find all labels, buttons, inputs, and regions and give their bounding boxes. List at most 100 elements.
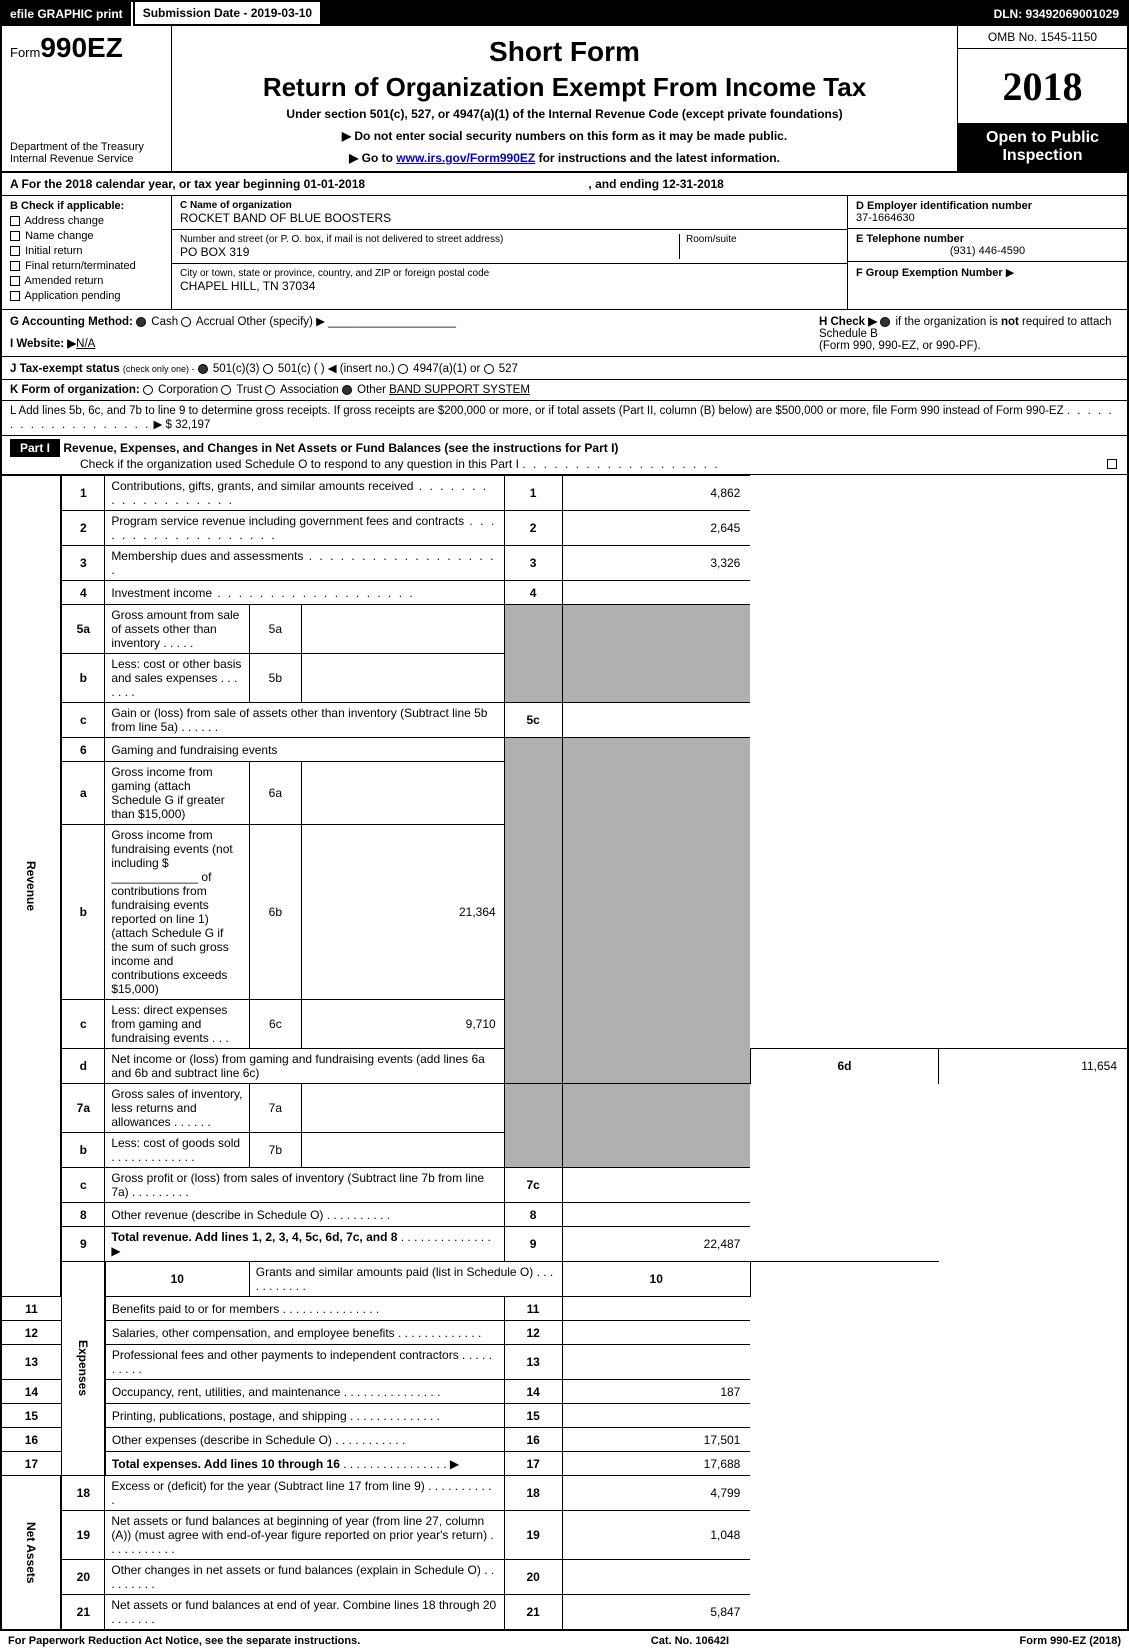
k-assoc-radio[interactable]: [265, 385, 275, 395]
line-2-amt: 2,645: [562, 511, 750, 546]
line-6a-desc: Gross income from gaming (attach Schedul…: [111, 765, 224, 821]
street-label: Number and street (or P. O. box, if mail…: [180, 234, 503, 245]
line-18: Net Assets 18 Excess or (deficit) for th…: [2, 1476, 1127, 1511]
line-7c: c Gross profit or (loss) from sales of i…: [2, 1168, 1127, 1203]
h-checkbox[interactable]: [880, 317, 890, 327]
cash-label: Cash: [151, 316, 178, 328]
line-10-num: 10: [105, 1262, 249, 1297]
netassets-side-label: Net Assets: [2, 1476, 61, 1630]
j-527-radio[interactable]: [484, 364, 494, 374]
line-17: 17 Total expenses. Add lines 10 through …: [2, 1452, 1127, 1476]
line-15-amt: [562, 1404, 750, 1428]
line-3-num: 3: [61, 546, 104, 581]
org-city: CHAPEL HILL, TN 37034: [180, 279, 489, 293]
line-11-num: 11: [2, 1297, 61, 1321]
j-501c3-radio[interactable]: [198, 364, 208, 374]
line-7-shaded-box: [504, 1084, 562, 1168]
line-8-desc: Other revenue (describe in Schedule O): [111, 1208, 323, 1222]
short-form-title: Short Form: [180, 36, 949, 68]
line-6b-num: b: [61, 825, 104, 1000]
part1-badge: Part I: [10, 439, 60, 457]
d-ein-value: 37-1664630: [856, 212, 915, 224]
line-17-desc: Total expenses. Add lines 10 through 16: [112, 1457, 340, 1471]
k-other-value: BAND SUPPORT SYSTEM: [389, 384, 530, 396]
h-text1: if the organization is: [895, 316, 1000, 328]
line-7c-num: c: [61, 1168, 104, 1203]
line-3: 3 Membership dues and assessments 3 3,32…: [2, 546, 1127, 581]
line-18-box: 18: [504, 1476, 562, 1511]
irs-link[interactable]: www.irs.gov/Form990EZ: [396, 151, 535, 165]
part1-dots: [522, 457, 719, 471]
address-change-checkbox[interactable]: [10, 216, 20, 226]
irs-label: Internal Revenue Service: [10, 153, 163, 165]
line-17-amt: 17,688: [562, 1452, 750, 1476]
efile-print[interactable]: efile GRAPHIC print: [2, 2, 133, 26]
form-number: Form990EZ: [10, 32, 163, 64]
line-14: 14 Occupancy, rent, utilities, and maint…: [2, 1380, 1127, 1404]
line-5a: 5a Gross amount from sale of assets othe…: [2, 605, 1127, 654]
line-7c-desc: Gross profit or (loss) from sales of inv…: [111, 1171, 484, 1199]
line-6c-midamt: 9,710: [301, 1000, 504, 1049]
k-corp: Corporation: [158, 384, 218, 396]
line-6d-desc: Net income or (loss) from gaming and fun…: [111, 1052, 485, 1080]
goto-note: ▶ Go to www.irs.gov/Form990EZ for instru…: [180, 151, 949, 165]
line-4-amt: [562, 581, 750, 605]
line-6-desc: Gaming and fundraising events: [111, 743, 277, 757]
accrual-radio[interactable]: [181, 317, 191, 327]
j-opt1: 501(c)(3): [213, 363, 260, 375]
name-change-checkbox[interactable]: [10, 231, 20, 241]
line-7b-desc: Less: cost of goods sold: [111, 1136, 240, 1150]
h-not: not: [1001, 316, 1019, 328]
line-5b-midamt: [301, 654, 504, 703]
line-6d-box: 6d: [750, 1049, 938, 1084]
initial-return-checkbox[interactable]: [10, 246, 20, 256]
cash-radio[interactable]: [136, 317, 146, 327]
k-assoc: Association: [280, 384, 339, 396]
line-10-amt: [750, 1262, 938, 1297]
j-4947-radio[interactable]: [398, 364, 408, 374]
other-specify-label: Other (specify) ▶: [237, 316, 324, 328]
line-10-desc: Grants and similar amounts paid (list in…: [256, 1265, 533, 1279]
line-7c-box: 7c: [504, 1168, 562, 1203]
line-18-desc: Excess or (deficit) for the year (Subtra…: [111, 1479, 424, 1493]
k-trust-radio[interactable]: [221, 385, 231, 395]
line-14-amt: 187: [562, 1380, 750, 1404]
line-20-box: 20: [504, 1560, 562, 1595]
line-20-num: 20: [61, 1560, 104, 1595]
line-21-num: 21: [61, 1595, 104, 1630]
open-to-public: Open to Public Inspection: [958, 123, 1127, 171]
form-header: Form990EZ Department of the Treasury Int…: [2, 26, 1127, 173]
line-1-amt: 4,862: [562, 476, 750, 511]
line-13-num: 13: [2, 1345, 61, 1380]
line-9-num: 9: [61, 1227, 104, 1262]
tax-year: 2018: [958, 49, 1127, 123]
topbar-spacer: [322, 2, 985, 26]
org-street: PO BOX 319: [180, 245, 503, 259]
k-corp-radio[interactable]: [143, 385, 153, 395]
line-3-amt: 3,326: [562, 546, 750, 581]
line-17-num: 17: [2, 1452, 61, 1476]
final-return-checkbox[interactable]: [10, 261, 20, 271]
line-7a-midamt: [301, 1084, 504, 1133]
j-paren: (check only one) -: [123, 364, 195, 374]
line-13-box: 13: [504, 1345, 562, 1380]
amended-return-checkbox[interactable]: [10, 276, 20, 286]
line-6b-desc: Gross income from fundraising events (no…: [111, 828, 232, 996]
part1-schedule-o-checkbox[interactable]: [1107, 459, 1117, 469]
line-8-box: 8: [504, 1203, 562, 1227]
under-section: Under section 501(c), 527, or 4947(a)(1)…: [180, 107, 949, 121]
ssn-warning: ▶ Do not enter social security numbers o…: [180, 129, 949, 143]
line-15-box: 15: [504, 1404, 562, 1428]
line-16-num: 16: [2, 1428, 61, 1452]
j-501c-radio[interactable]: [263, 364, 273, 374]
d-ein-label: D Employer identification number: [856, 200, 1032, 212]
line-7b-midamt: [301, 1133, 504, 1168]
line-5c-num: c: [61, 703, 104, 738]
line-12-num: 12: [2, 1321, 61, 1345]
line-11-box: 11: [504, 1297, 562, 1321]
k-other-radio[interactable]: [342, 385, 352, 395]
application-pending-checkbox[interactable]: [10, 291, 20, 301]
line-7a: 7a Gross sales of inventory, less return…: [2, 1084, 1127, 1133]
line-16: 16 Other expenses (describe in Schedule …: [2, 1428, 1127, 1452]
line-4-box: 4: [504, 581, 562, 605]
